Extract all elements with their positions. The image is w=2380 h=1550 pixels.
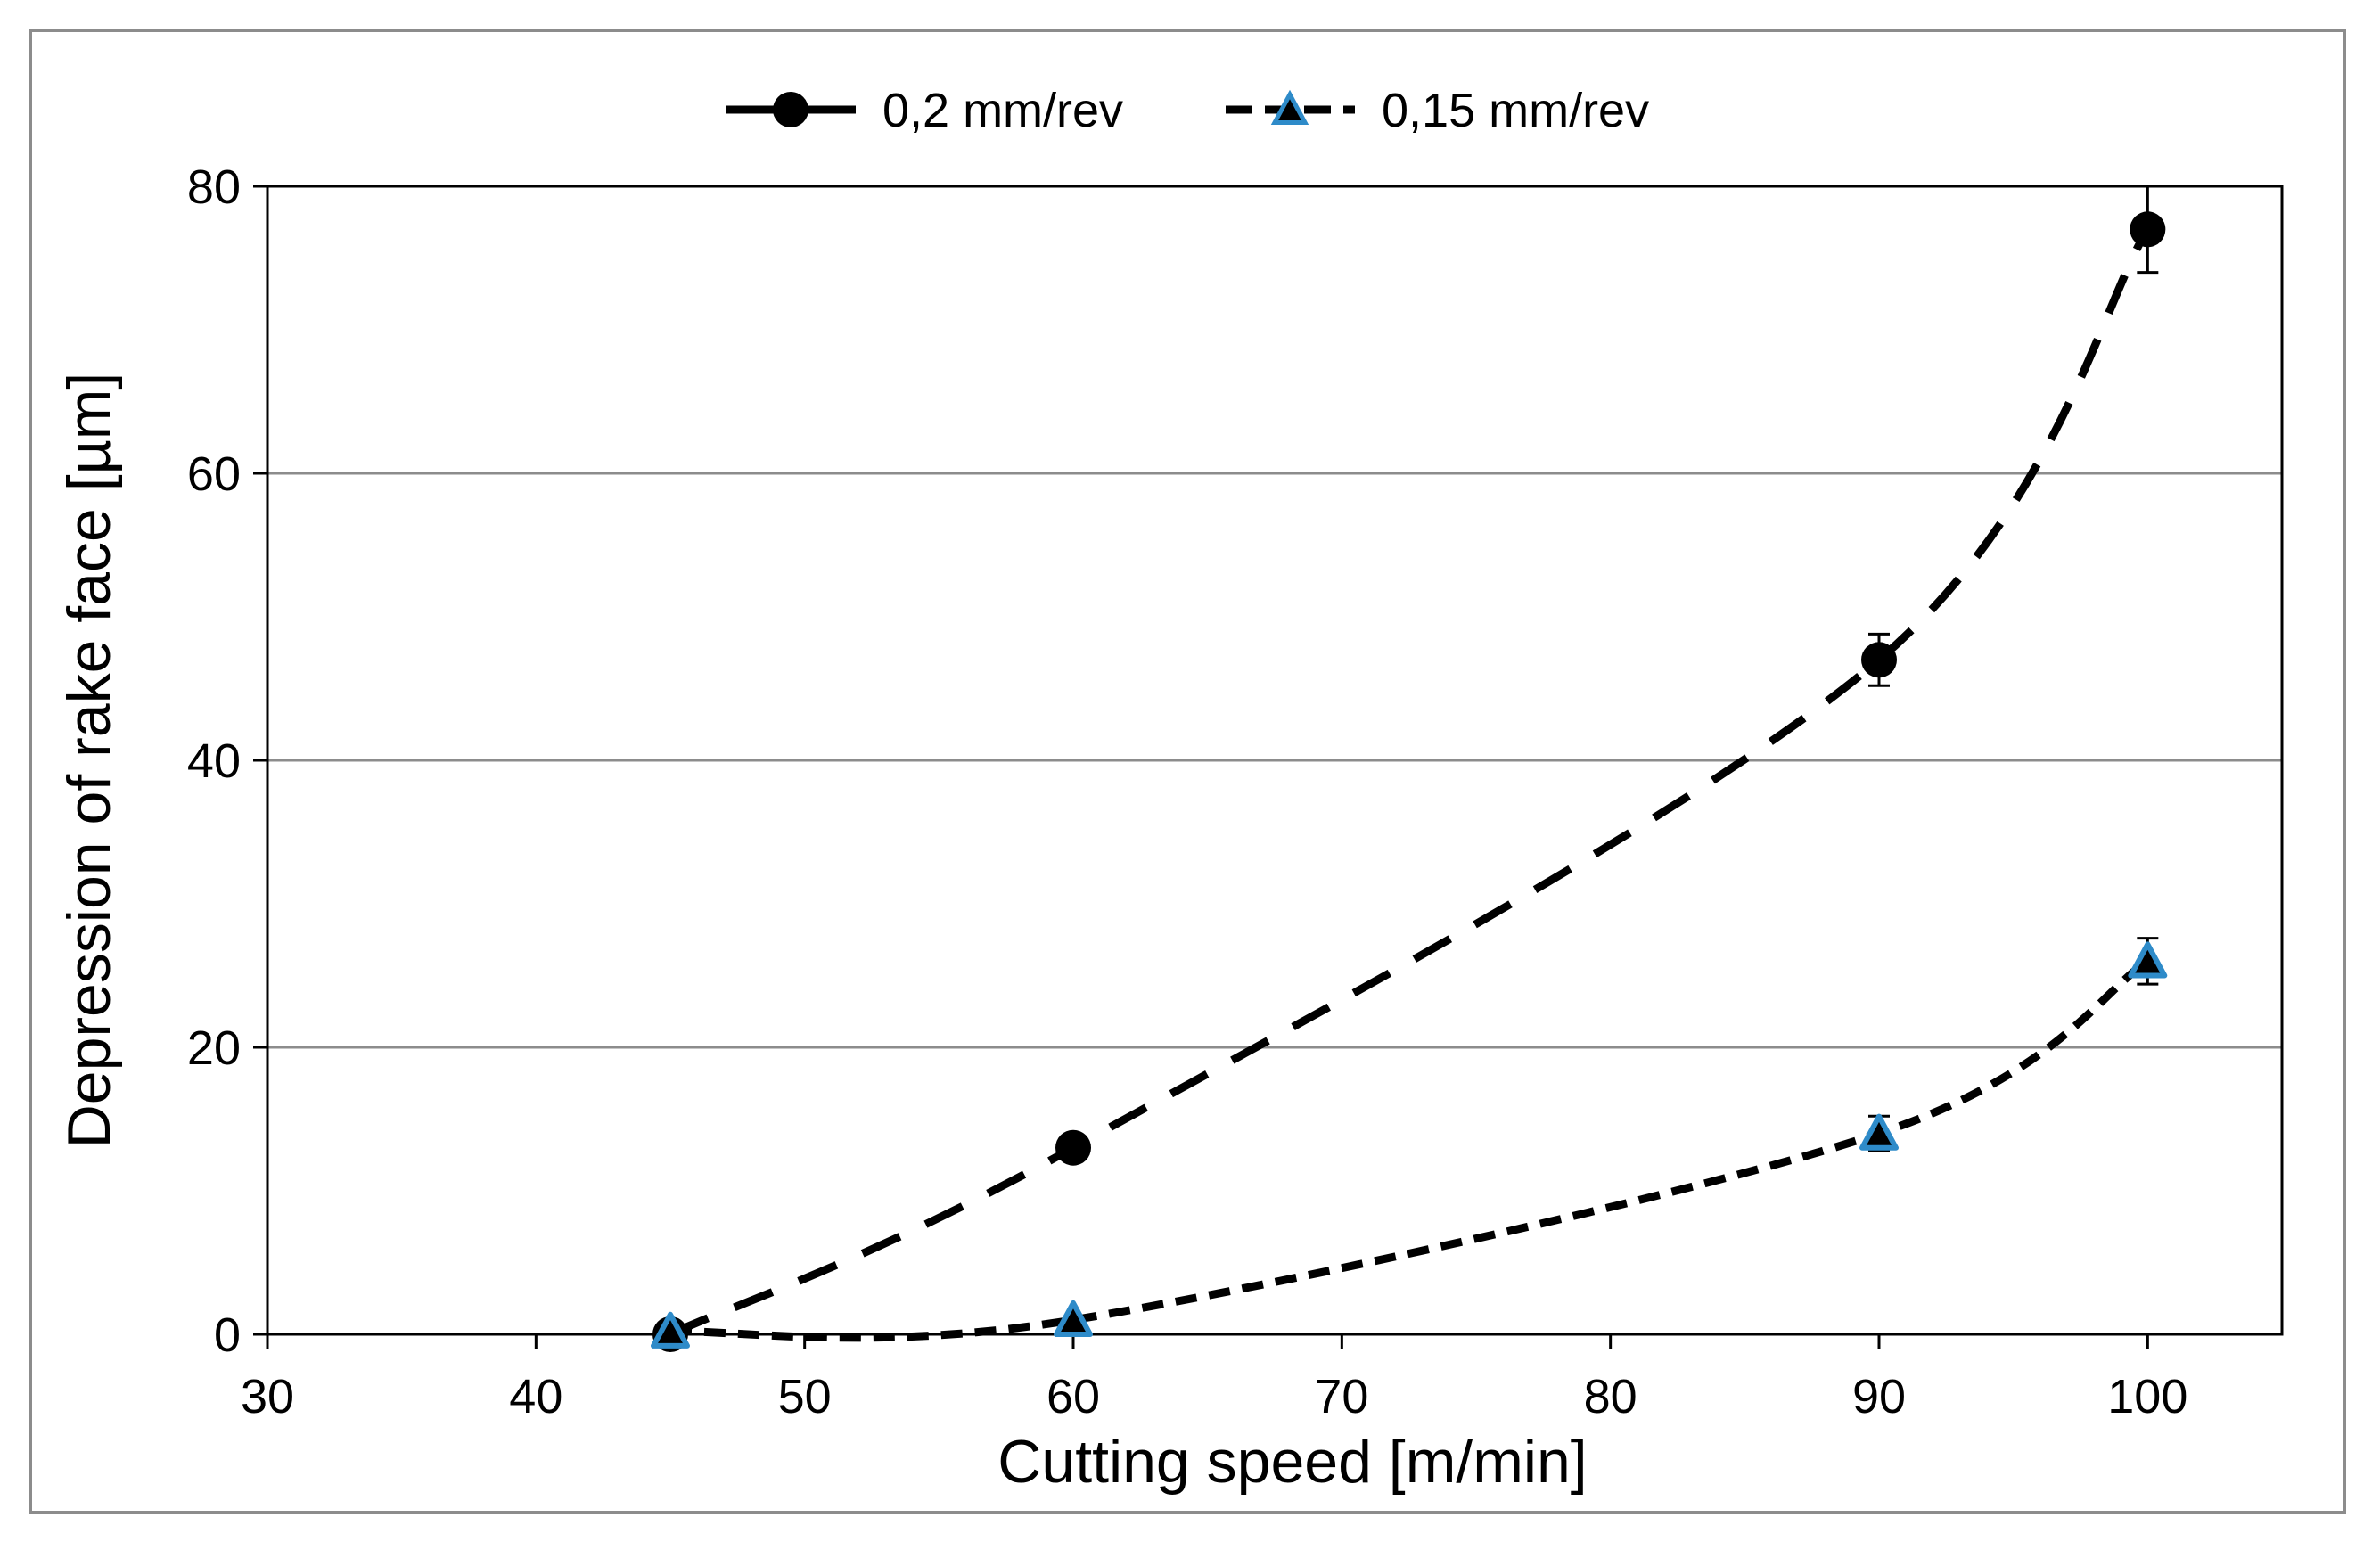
series-2 (651, 937, 2168, 1349)
legend-item-2: 0,15 mm/rev (1226, 84, 1649, 137)
legend-item-1: 0,2 mm/rev (726, 84, 1123, 137)
y-tick-label: 60 (187, 447, 241, 501)
x-tick-label: 50 (778, 1370, 832, 1423)
y-tick-label: 0 (214, 1308, 241, 1362)
series-1 (652, 185, 2166, 1352)
data-point (2128, 941, 2168, 979)
y-axis: 0 20 40 60 80 (187, 160, 267, 1362)
x-axis: 30 40 50 60 70 80 90 100 (241, 1334, 2187, 1423)
data-point (651, 1311, 690, 1349)
data-point (1054, 1300, 1093, 1338)
x-tick-label: 80 (1584, 1370, 1637, 1423)
x-tick-label: 60 (1046, 1370, 1100, 1423)
x-tick-label: 30 (241, 1370, 294, 1423)
y-tick-label: 80 (187, 160, 241, 214)
legend: 0,2 mm/rev 0,15 mm/rev (726, 84, 1649, 137)
series-line (669, 226, 2152, 1339)
chart-frame (29, 29, 2346, 1514)
x-tick-label: 100 (2107, 1370, 2187, 1423)
y-axis-title: Depression of rake face [µm] (55, 373, 123, 1149)
y-tick-label: 40 (187, 734, 241, 788)
data-point (1055, 1129, 1091, 1166)
legend-label: 0,2 mm/rev (882, 84, 1123, 137)
legend-label: 0,15 mm/rev (1382, 84, 1649, 137)
legend-marker (1270, 89, 1309, 125)
data-point (1859, 1113, 1899, 1151)
x-tick-label: 70 (1315, 1370, 1368, 1423)
series-layer (651, 185, 2168, 1352)
y-tick-label: 20 (187, 1021, 241, 1075)
x-tick-label: 90 (1852, 1370, 1906, 1423)
data-point (2130, 211, 2166, 248)
legend-marker (773, 92, 808, 127)
x-axis-title: Cutting speed [m/min] (997, 1428, 1587, 1496)
gridlines (267, 185, 2282, 1049)
series-line (669, 957, 2150, 1342)
x-tick-label: 40 (509, 1370, 562, 1423)
data-point (1861, 642, 1897, 678)
